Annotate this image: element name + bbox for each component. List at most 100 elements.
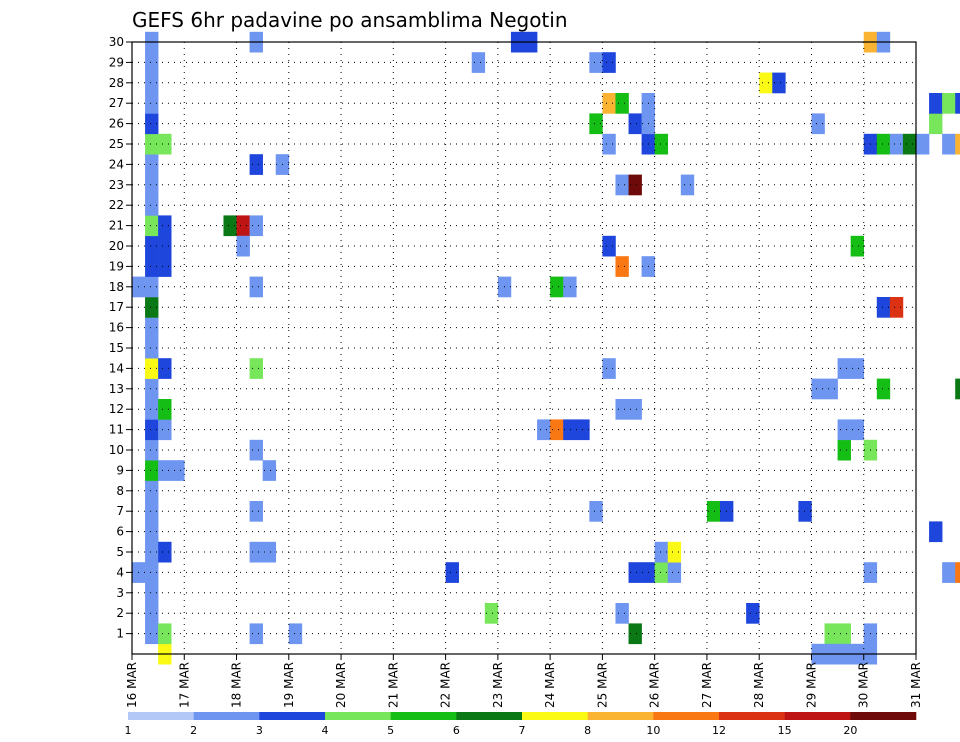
precip-cell: [484, 603, 499, 624]
precip-cell: [811, 378, 825, 400]
y-tick-label: 19: [109, 259, 124, 273]
precip-cell: [249, 439, 263, 461]
precip-cell: [249, 276, 263, 298]
precip-cell: [158, 399, 172, 420]
legend-label: 10: [646, 724, 660, 737]
x-tick-label: 20 MAR: [334, 662, 348, 708]
axes: 1234567891011121314151617181920212223242…: [109, 35, 923, 708]
precip-cell: [602, 133, 616, 155]
precip-cell: [942, 93, 956, 114]
precip-cell: [145, 297, 159, 318]
precip-cell: [537, 419, 551, 441]
x-tick-label: 17 MAR: [177, 662, 191, 708]
precip-cell: [288, 623, 303, 645]
precip-cell: [145, 439, 159, 461]
legend-swatch: [850, 712, 917, 720]
precip-cell: [876, 133, 891, 155]
legend-swatch: [128, 712, 194, 720]
legend-label: 1: [125, 724, 132, 737]
precip-cell: [876, 378, 891, 400]
y-tick-label: 16: [109, 321, 124, 335]
y-tick-label: 2: [116, 606, 124, 620]
precip-cell: [236, 215, 250, 237]
precip-cell: [158, 623, 172, 645]
precip-cell: [145, 541, 159, 563]
y-tick-label: 20: [109, 239, 124, 253]
precip-cell: [706, 501, 721, 522]
precip-cell: [615, 174, 629, 196]
precip-cell: [824, 378, 838, 400]
precip-cell: [249, 501, 263, 522]
x-tick-label: 28 MAR: [752, 662, 766, 708]
y-tick-label: 29: [109, 55, 124, 69]
precip-cell: [145, 195, 159, 216]
precip-cell: [654, 562, 669, 583]
precip-cell: [145, 623, 159, 645]
precip-cell: [145, 72, 159, 94]
precip-cell: [145, 154, 159, 175]
precip-cell: [171, 460, 185, 481]
precip-cell: [602, 358, 616, 379]
precip-cell: [145, 603, 159, 624]
precip-cell: [654, 133, 669, 155]
precip-cell: [563, 276, 577, 298]
precip-cell: [602, 235, 616, 257]
precip-cell: [145, 378, 159, 400]
precip-cell: [145, 235, 159, 257]
precip-cell: [654, 541, 669, 563]
x-tick-label: 22 MAR: [439, 662, 453, 708]
precip-cell: [145, 480, 159, 502]
precip-cell: [942, 562, 956, 583]
legend-label: 5: [387, 724, 394, 737]
precip-cell: [628, 399, 642, 420]
legend-swatch: [784, 712, 851, 720]
precip-cell: [850, 358, 865, 379]
precip-cell: [145, 133, 159, 155]
precip-cell: [615, 93, 629, 114]
precip-cell: [158, 133, 172, 155]
precip-cell: [158, 235, 172, 257]
precip-cell: [902, 133, 917, 155]
y-tick-label: 10: [109, 443, 124, 457]
precip-cell: [628, 113, 642, 135]
y-tick-label: 4: [116, 565, 124, 579]
precip-cell: [249, 358, 263, 379]
precip-cell: [249, 215, 263, 237]
legend-swatch: [456, 712, 523, 720]
y-tick-label: 14: [109, 361, 124, 375]
precip-cell: [615, 603, 629, 624]
precip-cell: [824, 623, 838, 645]
y-tick-label: 11: [109, 423, 124, 437]
x-tick-label: 19 MAR: [282, 662, 296, 708]
y-tick-label: 15: [109, 341, 124, 355]
precip-cell: [615, 399, 629, 420]
precip-cell: [158, 256, 172, 277]
x-tick-label: 25 MAR: [595, 662, 609, 708]
precip-cell: [236, 235, 250, 257]
y-tick-label: 12: [109, 402, 124, 416]
x-tick-label: 29 MAR: [804, 662, 818, 708]
precip-cell: [249, 154, 263, 175]
precip-cell: [589, 501, 603, 522]
precip-cell: [615, 256, 629, 277]
precip-cell: [850, 235, 865, 257]
precip-cell: [889, 297, 904, 318]
x-tick-label: 30 MAR: [857, 662, 871, 708]
precip-cell: [628, 174, 642, 196]
y-tick-label: 8: [116, 484, 124, 498]
legend-label: 15: [778, 724, 792, 737]
precip-cell: [759, 72, 773, 94]
color-legend: 1 2 3 4 5 6 7 8 10 12 15 20: [125, 712, 917, 737]
y-tick-label: 17: [109, 300, 124, 314]
y-tick-label: 6: [116, 525, 124, 539]
precip-cell: [262, 541, 277, 563]
precip-cell: [837, 623, 851, 645]
y-tick-label: 18: [109, 280, 124, 294]
precip-cell: [550, 276, 564, 298]
gridlines: [132, 41, 916, 654]
precip-cell: [145, 582, 159, 604]
precip-cell: [223, 215, 237, 237]
precip-cell: [145, 337, 159, 359]
x-tick-label: 16 MAR: [125, 662, 139, 708]
precip-cell: [955, 562, 960, 583]
